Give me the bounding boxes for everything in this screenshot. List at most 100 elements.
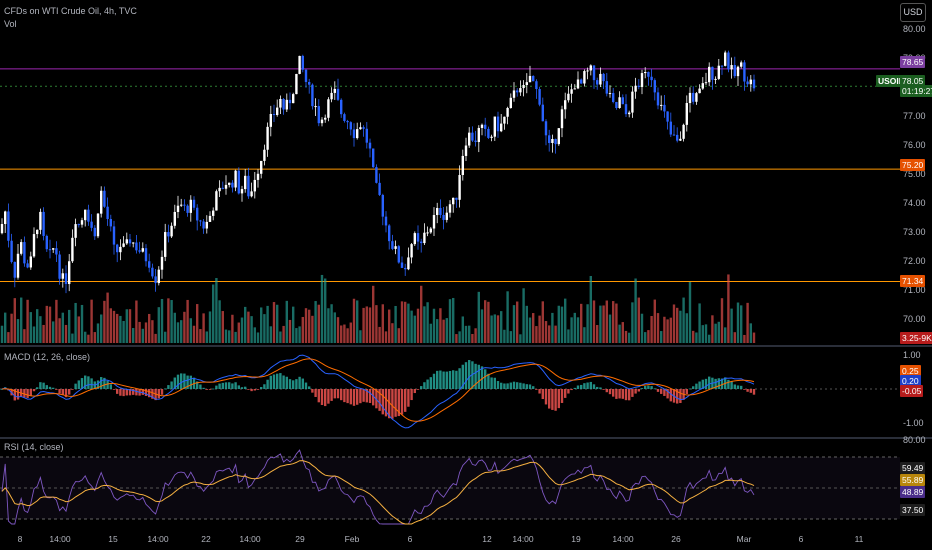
candle [151,267,154,277]
macd-hist-bar [26,389,29,398]
candle [477,127,480,143]
macd-hist-bar [71,389,74,390]
candle [708,66,711,83]
candle [503,116,506,124]
macd-hist-bar [154,389,157,401]
macd-hist-bar [196,381,199,389]
macd-hist-bar [544,389,548,405]
macd-hist-bar [276,373,279,389]
volume-bar [362,307,365,343]
price-tick: 76.00 [903,139,926,150]
volume-bar [596,325,599,343]
resistance-price-tag: 78.65 [900,56,926,68]
macd-hist-bar [368,389,372,403]
macd-hist-bar [506,383,509,389]
candle [660,104,663,106]
pane-separator-rsi[interactable] [0,437,932,439]
macd-hist-bar [253,389,256,391]
macd-hist-bar [480,366,484,389]
candle [589,65,592,71]
candle [250,191,253,197]
macd-hist-bar [458,368,461,389]
volume-bar [253,327,256,343]
volume-bar [212,284,215,343]
macd-hist-bar [180,373,183,389]
candle [141,248,144,252]
volume-bar [301,316,304,343]
macd-hist-bar [404,389,407,412]
volume-bar [634,278,637,343]
volume-bar [96,323,100,343]
candle [672,134,676,136]
candle [260,160,263,174]
volume-bar [288,319,292,343]
macd-hist-bar [148,389,151,398]
volume-bar [272,302,276,343]
volume-bar [394,305,397,343]
volume-bar [189,318,192,343]
volume-label[interactable]: Vol [4,19,17,29]
countdown-tag: 01:19:27 [900,85,932,97]
volume-bar [413,315,416,343]
macd-hist-bar [372,389,375,406]
macd-hist-bar [432,373,436,389]
candle [429,228,432,233]
symbol-title[interactable]: CFDs on WTI Crude Oil, 4h, TVC [4,6,137,16]
candle [580,79,583,84]
macd-hist-bar [292,380,295,389]
rsi-title[interactable]: RSI (14, close) [4,442,64,452]
candle [93,227,96,237]
time-tick: 8 [18,534,23,544]
candle [749,79,752,85]
candle [372,148,375,168]
rsi-value-tag: 48.89 [900,486,926,498]
candle [304,69,308,82]
candle [10,240,13,262]
volume-bar [112,310,116,343]
macd-title[interactable]: MACD (12, 26, close) [4,352,91,362]
macd-chart[interactable] [0,347,932,437]
volume-bar [509,331,512,343]
currency-button[interactable]: USD [900,3,926,22]
price-chart[interactable] [0,0,932,345]
macd-hist-bar [490,377,493,389]
time-tick: 29 [295,534,305,544]
volume-bar [218,300,221,343]
candle [698,88,701,94]
candle [423,232,426,244]
candle [733,65,736,77]
volume-bar [29,312,32,343]
volume-bar [183,311,186,343]
macd-hist-bar [237,385,240,389]
macd-hist-bar [228,382,231,389]
macd-hist-bar [701,379,704,389]
volume-bar [423,306,426,343]
pane-separator-macd[interactable] [0,345,932,347]
candle [388,225,391,242]
macd-hist-bar [416,389,420,390]
candle [4,211,7,225]
volume-bar [679,310,682,343]
rsi-chart[interactable] [0,439,932,525]
macd-hist-bar [602,389,605,390]
macd-hist-bar [384,389,388,417]
macd-hist-bar [16,389,20,400]
candle [640,73,644,87]
volume-bar [336,317,340,343]
volume-bar [640,313,644,343]
volume-bar [740,305,743,343]
macd-hist-bar [176,374,180,389]
volume-bar [90,299,93,343]
price-tick: 80.00 [903,23,926,34]
macd-hist-bar [144,389,148,396]
volume-bar [452,297,455,343]
candle [180,204,183,206]
time-tick: 11 [855,534,864,544]
time-axis[interactable]: 8 14:00 15 14:00 22 14:00 29 Feb 6 12 14:00 19 14:00… [0,525,932,550]
candle [464,145,468,156]
volume-bar [720,298,724,343]
volume-bar [573,312,576,343]
volume-bar [746,302,749,343]
signal-line [1,358,755,422]
volume-bar [64,324,68,343]
